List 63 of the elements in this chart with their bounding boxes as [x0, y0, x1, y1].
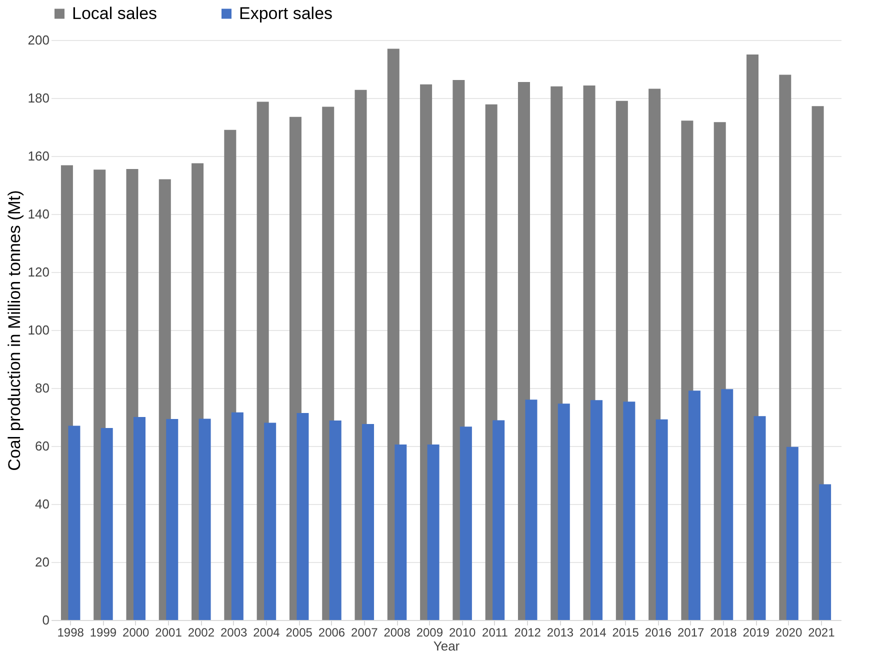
x-tick-label: 2001 — [155, 626, 182, 640]
y-axis-title: Coal production in Million tonnes (Mt) — [4, 190, 24, 471]
bar — [688, 390, 700, 620]
y-tick-label: 200 — [28, 32, 50, 48]
bar — [558, 404, 570, 620]
x-tick-label: 2003 — [220, 626, 248, 640]
bar — [754, 416, 766, 620]
y-tick-label: 80 — [35, 380, 50, 396]
x-tick-label: 2021 — [808, 626, 836, 640]
x-axis-title: Year — [433, 638, 460, 654]
bar — [427, 444, 440, 620]
bar — [525, 400, 538, 620]
x-tick-label: 2008 — [384, 626, 411, 640]
x-tick-label: 2010 — [448, 626, 476, 640]
bar — [786, 446, 798, 620]
bar — [231, 412, 244, 620]
bar — [296, 412, 309, 620]
x-tick-label: 2020 — [775, 626, 802, 640]
bar — [656, 419, 668, 620]
legend-label: Export sales — [239, 4, 333, 23]
bar — [460, 426, 472, 620]
legend-label: Local sales — [72, 4, 158, 23]
x-tick-label: 1998 — [57, 626, 84, 640]
y-tick-label: 60 — [35, 438, 50, 454]
x-tick-label: 2018 — [710, 626, 738, 640]
bar — [166, 419, 178, 620]
x-tick-label: 2004 — [253, 626, 280, 640]
y-tick-label: 0 — [42, 612, 50, 628]
x-tick-label: 2014 — [580, 626, 607, 640]
bar — [623, 402, 636, 620]
x-tick-label: 2017 — [677, 626, 705, 640]
x-tick-label: 2012 — [514, 626, 542, 640]
x-tick-label: 1999 — [90, 626, 117, 640]
bar — [590, 400, 603, 620]
bar — [134, 417, 146, 620]
x-tick-label: 2019 — [742, 626, 770, 640]
bar — [819, 484, 832, 620]
bar — [394, 444, 407, 620]
bar — [264, 422, 276, 620]
bar — [68, 426, 80, 620]
y-tick-label: 140 — [28, 206, 50, 222]
y-tick-label: 160 — [28, 148, 50, 164]
x-tick-label: 2016 — [644, 626, 672, 640]
y-tick-label: 120 — [28, 264, 50, 280]
x-tick-label: 2015 — [612, 626, 640, 640]
y-tick-label: 100 — [28, 322, 50, 338]
bar — [721, 389, 734, 620]
x-tick-label: 2000 — [122, 626, 150, 640]
y-tick-label: 40 — [35, 496, 50, 512]
y-tick-label: 20 — [35, 554, 50, 570]
x-tick-label: 2005 — [286, 626, 313, 640]
y-tick-label: 180 — [28, 90, 50, 106]
x-tick-label: 2011 — [482, 626, 508, 640]
bar — [100, 428, 113, 620]
bar — [198, 418, 211, 620]
x-tick-label: 2006 — [318, 626, 346, 640]
bar — [492, 420, 505, 620]
x-tick-label: 2007 — [351, 626, 378, 640]
x-tick-label: 2013 — [546, 626, 574, 640]
bar — [329, 420, 342, 620]
x-tick-label: 2009 — [416, 626, 444, 640]
bar — [362, 424, 374, 620]
x-tick-label: 2002 — [188, 626, 215, 640]
